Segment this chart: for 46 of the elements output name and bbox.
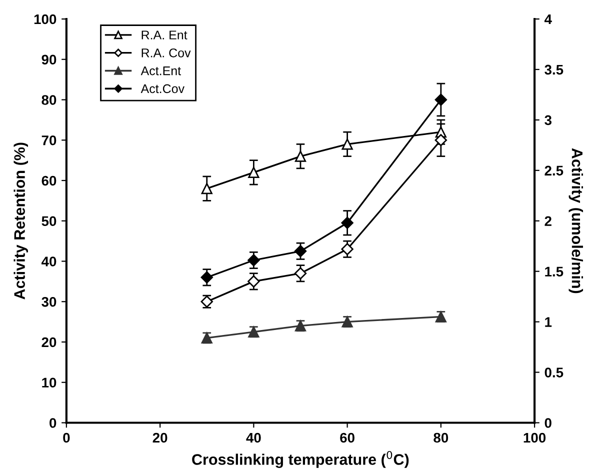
y2-tick-label: 1 xyxy=(545,317,552,327)
y2-tick-label: 2.5 xyxy=(544,166,564,176)
point xyxy=(294,245,307,258)
legend-label: Act.Ent xyxy=(140,66,181,76)
point xyxy=(434,94,448,106)
x-tick-label: 60 xyxy=(340,432,354,443)
point xyxy=(341,243,354,256)
x-tick-label: 80 xyxy=(434,432,448,443)
y2-tick-label: 0.5 xyxy=(544,368,564,378)
y-tick-label: 10 xyxy=(42,378,56,388)
y2-tick-label: 3.5 xyxy=(544,64,564,75)
y-tick-label: 80 xyxy=(42,95,56,105)
legend-label: R.A. Cov xyxy=(142,48,191,58)
y-axis-title: Activity Retention (%) xyxy=(14,142,28,300)
x-tick-label: 100 xyxy=(524,432,546,443)
legend-label: Act.Cov xyxy=(140,84,184,94)
y-tick-label: 70 xyxy=(42,135,56,146)
y2-tick-label: 1.5 xyxy=(545,266,564,277)
x-tick-label: 0 xyxy=(63,432,70,443)
y-tick-label: 30 xyxy=(42,296,56,307)
x-axis-title: Crosslinking temperature ($^{0}$C) xyxy=(192,450,409,468)
y-tick-label: 40 xyxy=(41,256,56,266)
y2-tick-label: 4 xyxy=(544,14,552,24)
y2-tick-label: 2 xyxy=(544,216,552,226)
point xyxy=(248,275,260,288)
point xyxy=(434,134,448,146)
legend-label: R.A. Ent xyxy=(142,30,188,40)
y2-tick-label: 0 xyxy=(544,418,552,428)
point xyxy=(248,254,260,266)
y-tick-label: 20 xyxy=(42,337,56,348)
x-tick-label: 20 xyxy=(152,432,168,443)
point xyxy=(342,138,353,150)
y2-axis-title: Activity (umole/min) xyxy=(568,148,584,294)
y-tick-label: 50 xyxy=(42,216,56,226)
point xyxy=(341,216,354,229)
y-tick-label: 100 xyxy=(34,14,56,24)
y-tick-label: 60 xyxy=(42,176,56,186)
y-tick-label: 0 xyxy=(50,418,56,428)
point xyxy=(294,267,307,280)
point xyxy=(201,183,212,194)
point xyxy=(294,150,306,162)
point xyxy=(200,271,213,284)
point xyxy=(248,166,260,178)
y-tick-label: 90 xyxy=(42,54,56,65)
x-tick-label: 40 xyxy=(246,432,261,443)
y2-tick-label: 3 xyxy=(544,115,552,126)
